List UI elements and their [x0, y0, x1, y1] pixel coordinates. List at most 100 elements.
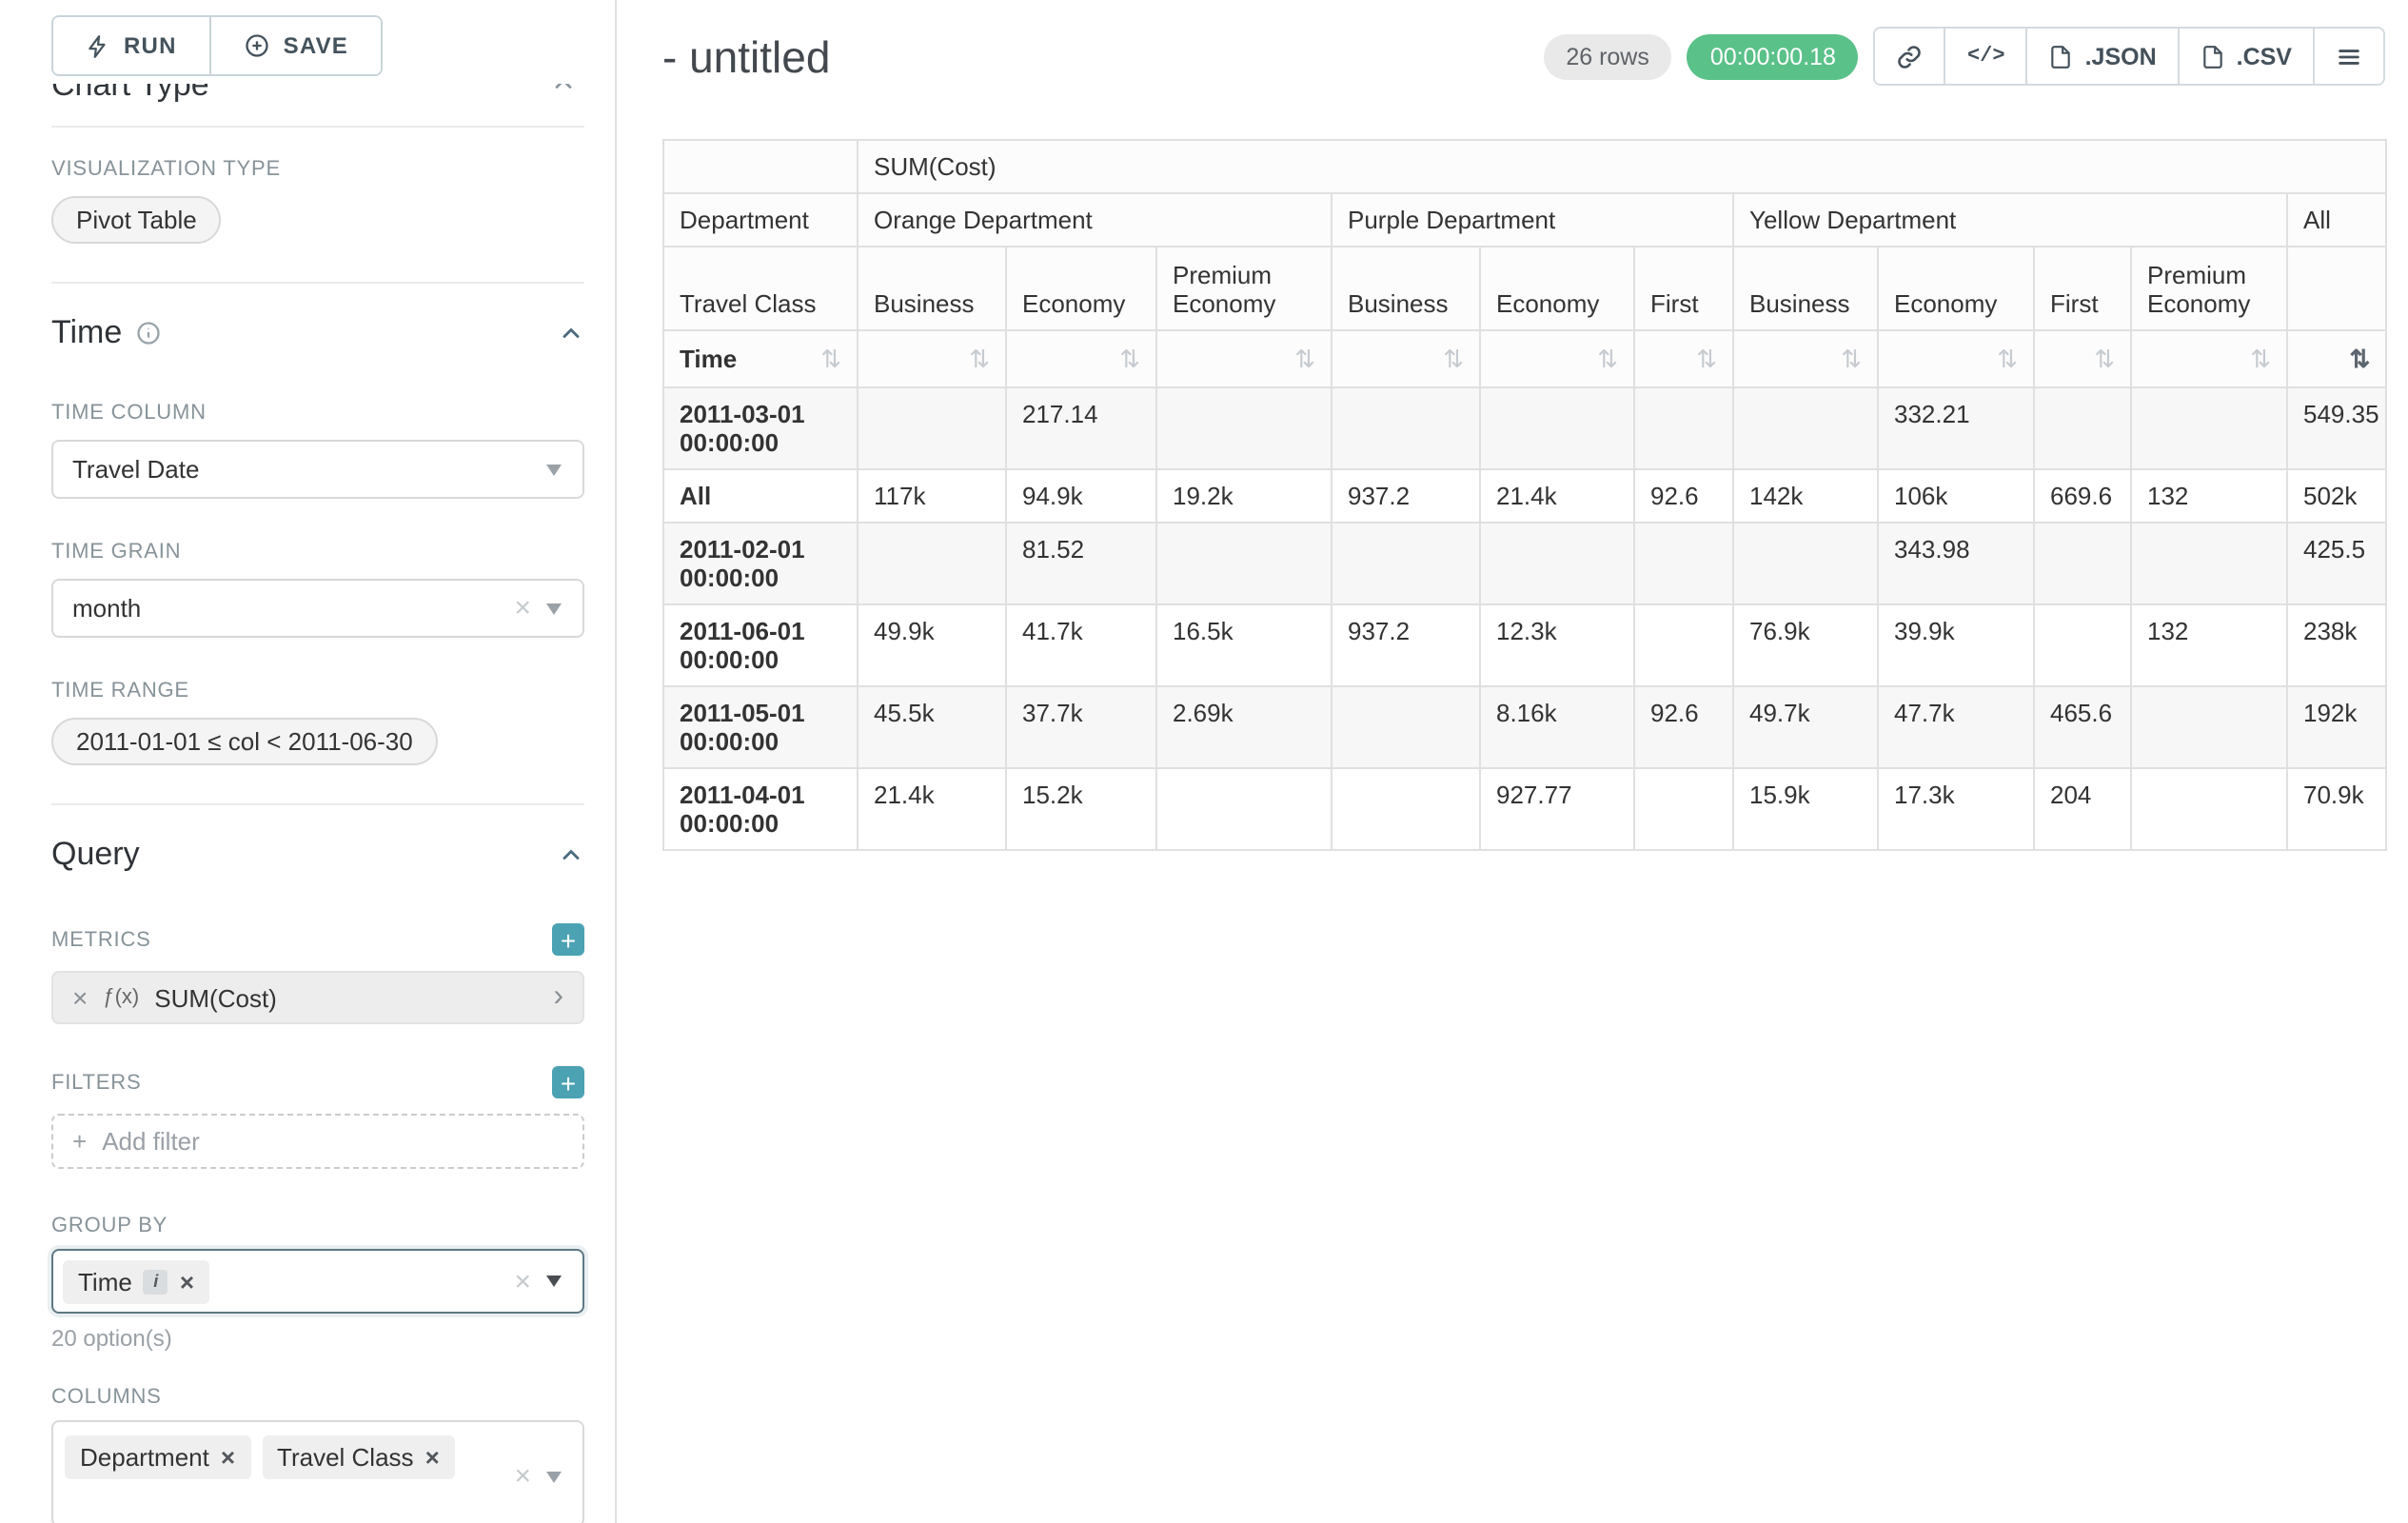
add-metric-button[interactable]: +	[552, 923, 584, 956]
time-grain-select[interactable]: month ×	[51, 579, 584, 638]
divider	[51, 803, 584, 805]
sort-toggle-icon[interactable]: ⇅	[1841, 344, 1862, 373]
link-icon	[1899, 45, 1922, 68]
group-by-chip-time[interactable]: Time i ×	[63, 1259, 209, 1303]
export-csv-label: .CSV	[2236, 43, 2292, 69]
time-range-label: TIME RANGE	[51, 680, 189, 702]
pivot-value-cell	[1331, 522, 1481, 605]
sort-toggle-icon[interactable]: ⇅	[2250, 344, 2271, 373]
pivot-column-header: First	[2033, 246, 2132, 331]
pivot-sort-cell: ⇅	[1155, 329, 1332, 388]
pivot-value-cell: 45.5k	[857, 685, 1007, 769]
sort-toggle-icon[interactable]: ⇅	[1294, 344, 1315, 373]
columns-chip-department[interactable]: Department ×	[65, 1435, 251, 1479]
pivot-value-cell: 465.6	[2033, 685, 2132, 769]
export-csv-button[interactable]: .CSV	[2177, 29, 2313, 84]
pivot-value-cell: 92.6	[1633, 685, 1734, 769]
pivot-data-row: 2011-03-01 00:00:00 217.14 332.21 549.35	[662, 386, 2388, 470]
group-by-options-hint: 20 option(s)	[51, 1325, 172, 1352]
add-filter-plus-button[interactable]: +	[552, 1066, 584, 1098]
sort-toggle-icon[interactable]: ⇅	[969, 344, 990, 373]
pivot-data-row: 2011-04-01 00:00:00 21.4k 15.2k 927.77 15.9k…	[662, 767, 2388, 851]
pivot-sort-cell: ⇅	[2285, 329, 2388, 388]
sort-toggle-icon[interactable]: ⇅	[1997, 344, 2018, 373]
sort-toggle-icon[interactable]: ⇅	[1443, 344, 1464, 373]
query-section-title: Query	[51, 836, 140, 872]
columns-select[interactable]: Department × Travel Class × ×	[51, 1420, 584, 1523]
sort-toggle-icon[interactable]: ⇅	[1597, 344, 1618, 373]
pivot-value-cell: 142k	[1732, 468, 1879, 524]
filters-label-row: FILTERS +	[51, 1066, 584, 1098]
remove-chip-icon[interactable]: ×	[179, 1267, 194, 1296]
pivot-sort-cell: ⇅	[1732, 329, 1879, 388]
pivot-value-cell: 15.2k	[1005, 767, 1157, 851]
pivot-value-cell	[1732, 386, 1879, 470]
pivot-group-row: Department Orange Department Purple Depart…	[662, 192, 2388, 247]
time-range-chip[interactable]: 2011-01-01 ≤ col < 2011-06-30	[51, 718, 438, 765]
clear-icon[interactable]: ×	[514, 1265, 531, 1297]
query-section-header[interactable]: Query	[51, 832, 584, 878]
pivot-value-cell	[1633, 767, 1734, 851]
share-link-button[interactable]	[1875, 29, 1944, 84]
pivot-value-cell: 238k	[2285, 603, 2388, 687]
clear-icon[interactable]: ×	[514, 1460, 531, 1493]
pivot-value-cell: 16.5k	[1155, 603, 1332, 687]
pivot-column-group: Yellow Department	[1732, 192, 2288, 247]
pivot-table: SUM(Cost) Department Orange Department Purp…	[662, 139, 2388, 851]
metric-chip[interactable]: × ƒ(x) SUM(Cost) ›	[51, 971, 584, 1024]
chevron-up-icon[interactable]	[558, 841, 584, 868]
caret-down-icon	[546, 1276, 562, 1287]
chevron-up-icon[interactable]	[558, 320, 584, 346]
sort-toggle-icon[interactable]: ⇅	[820, 344, 841, 373]
time-section-title: Time	[51, 314, 123, 350]
menu-button[interactable]	[2313, 29, 2383, 84]
pivot-value-cell: 49.9k	[857, 603, 1007, 687]
remove-metric-icon[interactable]: ×	[72, 982, 89, 1013]
chart-header: - untitled 26 rows 00:00:00.18 </> .JSON	[662, 27, 2385, 86]
pivot-subheader-row: Travel Class Business Economy Premium Econo…	[662, 246, 2388, 331]
columns-label: COLUMNS	[51, 1386, 162, 1409]
pivot-sort-cell: ⇅	[1633, 329, 1734, 388]
pivot-value-cell: 669.6	[2033, 468, 2132, 524]
remove-chip-icon[interactable]: ×	[220, 1443, 236, 1472]
pivot-column-header: Premium Economy	[1155, 246, 1332, 331]
export-json-button[interactable]: .JSON	[2025, 29, 2178, 84]
group-by-select[interactable]: Time i × ×	[51, 1249, 584, 1314]
pivot-value-cell: 92.6	[1633, 468, 1734, 524]
pivot-value-cell: 47.7k	[1877, 685, 2035, 769]
pivot-row-header: 2011-03-01 00:00:00	[662, 386, 859, 470]
pivot-row-header: 2011-02-01 00:00:00	[662, 522, 859, 605]
pivot-value-cell: 94.9k	[1005, 468, 1157, 524]
pivot-value-cell	[1633, 386, 1734, 470]
run-button[interactable]: RUN	[53, 17, 209, 74]
chevron-up-icon[interactable]	[550, 84, 577, 97]
query-timer-badge: 00:00:00.18	[1687, 33, 1859, 79]
remove-chip-icon[interactable]: ×	[424, 1443, 440, 1472]
columns-chip-label: Travel Class	[277, 1443, 414, 1472]
save-button[interactable]: SAVE	[208, 17, 381, 74]
time-grain-label: TIME GRAIN	[51, 541, 182, 564]
time-column-select[interactable]: Travel Date	[51, 440, 584, 499]
chevron-right-icon: ›	[553, 980, 563, 1013]
sort-toggle-icon[interactable]: ⇅	[1119, 344, 1140, 373]
clipped-chart-type-section: Chart Type	[51, 84, 584, 114]
columns-chip-travel-class[interactable]: Travel Class ×	[262, 1435, 455, 1479]
pivot-value-cell	[1155, 767, 1332, 851]
embed-code-button[interactable]: </>	[1944, 29, 2026, 84]
file-icon	[2051, 45, 2071, 68]
pivot-value-cell: 39.9k	[1877, 603, 2035, 687]
pivot-value-cell: 17.3k	[1877, 767, 2035, 851]
pivot-sort-cell: ⇅	[1005, 329, 1157, 388]
pivot-value-cell	[2130, 386, 2288, 470]
pivot-column-header: Economy	[1005, 246, 1157, 331]
clear-icon[interactable]: ×	[514, 592, 531, 624]
sort-toggle-icon[interactable]: ⇅	[1696, 344, 1717, 373]
sort-toggle-icon[interactable]: ⇅	[2349, 344, 2371, 373]
time-section-header[interactable]: Time	[51, 310, 584, 356]
pivot-value-cell: 132	[2130, 603, 2288, 687]
pivot-value-cell	[2130, 767, 2288, 851]
sort-toggle-icon[interactable]: ⇅	[2094, 344, 2115, 373]
visualization-type-chip[interactable]: Pivot Table	[51, 196, 222, 244]
add-filter-button[interactable]: + Add filter	[51, 1114, 584, 1169]
pivot-sort-cell: ⇅	[1877, 329, 2035, 388]
